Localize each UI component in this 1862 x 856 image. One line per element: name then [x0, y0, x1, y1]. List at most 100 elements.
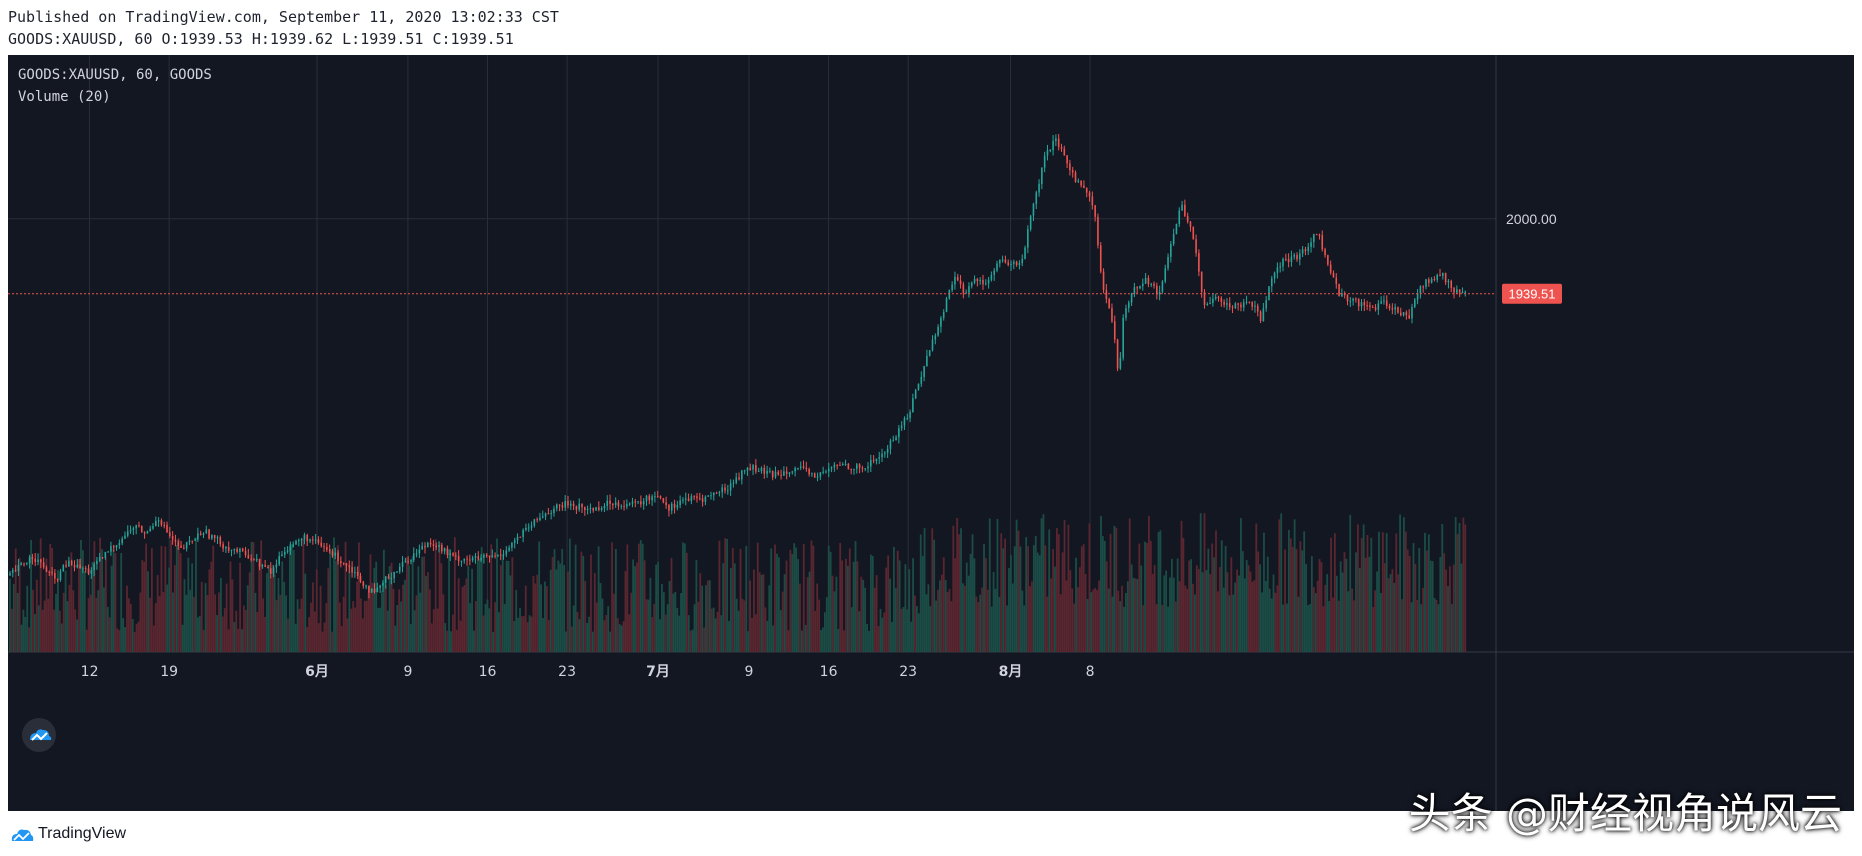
volume-bar — [216, 615, 218, 652]
candle-body — [1063, 148, 1066, 156]
candle-body — [342, 563, 345, 565]
volume-bar — [946, 591, 949, 652]
volume-bar — [1320, 562, 1323, 652]
candle-body — [603, 506, 606, 509]
volume-bar — [507, 561, 510, 652]
volume-bar — [1314, 593, 1317, 652]
candle-body — [1394, 307, 1396, 310]
volume-bar — [666, 604, 669, 652]
volume-bar — [400, 601, 403, 652]
candle-body — [283, 551, 286, 555]
candle-body — [1237, 303, 1239, 305]
candle-body — [1329, 264, 1332, 273]
candle-body — [241, 548, 244, 551]
volume-bar — [912, 558, 914, 652]
symbol-legend[interactable]: GOODS:XAUUSD, 60, GOODS — [18, 67, 212, 83]
volume-bar — [699, 573, 702, 652]
candle-body — [712, 492, 715, 496]
volume-bar — [325, 603, 328, 652]
candle-body — [805, 467, 808, 470]
volume-bar — [1148, 516, 1150, 652]
volume-bar — [1289, 538, 1292, 652]
candle-body — [505, 550, 508, 555]
candle-body — [155, 520, 157, 527]
volume-bar — [1054, 566, 1056, 652]
volume-bar — [1226, 572, 1229, 652]
volume-bar — [632, 559, 635, 652]
volume-bar — [452, 614, 454, 652]
chart-area[interactable]: 1939.51 2000.00 12 19 6月 9 16 23 7月 9 16 23 8月 8 GOOD… — [8, 55, 1854, 811]
tradingview-logo-icon[interactable] — [22, 718, 56, 752]
volume-bar — [1345, 558, 1348, 652]
candle-body — [797, 467, 799, 469]
volume-bar — [404, 579, 406, 652]
volume-bar — [1355, 552, 1357, 652]
candle-body — [328, 549, 331, 552]
volume-bar — [1165, 570, 1168, 652]
volume-bar — [356, 581, 358, 652]
volume-bar — [266, 573, 268, 652]
volume-bar — [914, 595, 916, 652]
candle-body — [676, 505, 679, 508]
volume-bar — [264, 616, 266, 652]
volume-bar — [396, 605, 399, 652]
volume-bar — [333, 537, 335, 652]
candle-body — [1172, 234, 1175, 245]
volume-bar — [1305, 564, 1308, 652]
candle-body — [1341, 293, 1343, 297]
volume-bar — [522, 616, 525, 652]
volume-legend[interactable]: Volume (20) — [18, 89, 111, 105]
candle-body — [788, 472, 791, 474]
volume-bar — [833, 591, 836, 652]
volume-bar — [348, 564, 351, 652]
candle-body — [477, 556, 480, 560]
candle-body — [912, 398, 914, 412]
ohlc-readout: GOODS:XAUUSD, 60 O:1939.53 H:1939.62 L:1… — [8, 30, 514, 48]
volume-bar — [1356, 524, 1359, 652]
candle-body — [502, 554, 505, 556]
candle-body — [275, 564, 278, 568]
volume-bar — [551, 557, 554, 652]
volume-bar — [770, 548, 773, 652]
volume-bar — [956, 517, 959, 652]
volume-bar — [1027, 546, 1030, 652]
volume-bar — [1180, 520, 1183, 652]
volume-bar — [1222, 587, 1225, 652]
candle-body — [606, 500, 609, 507]
candle-body — [180, 545, 182, 548]
volume-bar — [975, 596, 978, 652]
candle-body — [356, 571, 359, 576]
candle-body — [292, 544, 295, 547]
volume-bar — [1452, 564, 1455, 652]
candle-body — [547, 513, 550, 515]
candle-body — [188, 540, 191, 543]
volume-bar — [994, 588, 997, 652]
volume-bar — [1063, 519, 1066, 652]
volume-bar — [881, 617, 884, 652]
volume-bar — [800, 630, 803, 652]
candle-body — [295, 540, 297, 545]
volume-bar — [607, 606, 610, 652]
volume-bar — [1055, 528, 1058, 652]
volume-bar — [156, 574, 159, 652]
volume-bar — [871, 555, 874, 652]
candle-body — [1178, 210, 1181, 224]
volume-bar — [707, 580, 709, 652]
volume-bar — [379, 607, 381, 652]
volume-bar — [1424, 532, 1426, 652]
price-chart[interactable]: 1939.51 2000.00 12 19 6月 9 16 23 7月 9 16 23 8月 8 — [8, 55, 1854, 811]
candle-body — [272, 567, 275, 574]
candle-body — [965, 292, 967, 294]
volume-bar — [204, 583, 207, 652]
candle-body — [499, 554, 502, 556]
volume-bar — [846, 565, 849, 652]
candle-body — [1057, 138, 1060, 148]
volume-bar — [1044, 545, 1047, 652]
volume-bar — [806, 577, 809, 652]
volume-bar — [329, 548, 332, 652]
footer-brand[interactable]: TradingView — [10, 822, 126, 846]
candle-body — [1071, 170, 1074, 173]
volume-bar — [185, 594, 188, 652]
volume-bar — [359, 598, 362, 652]
candle-body — [387, 576, 390, 579]
